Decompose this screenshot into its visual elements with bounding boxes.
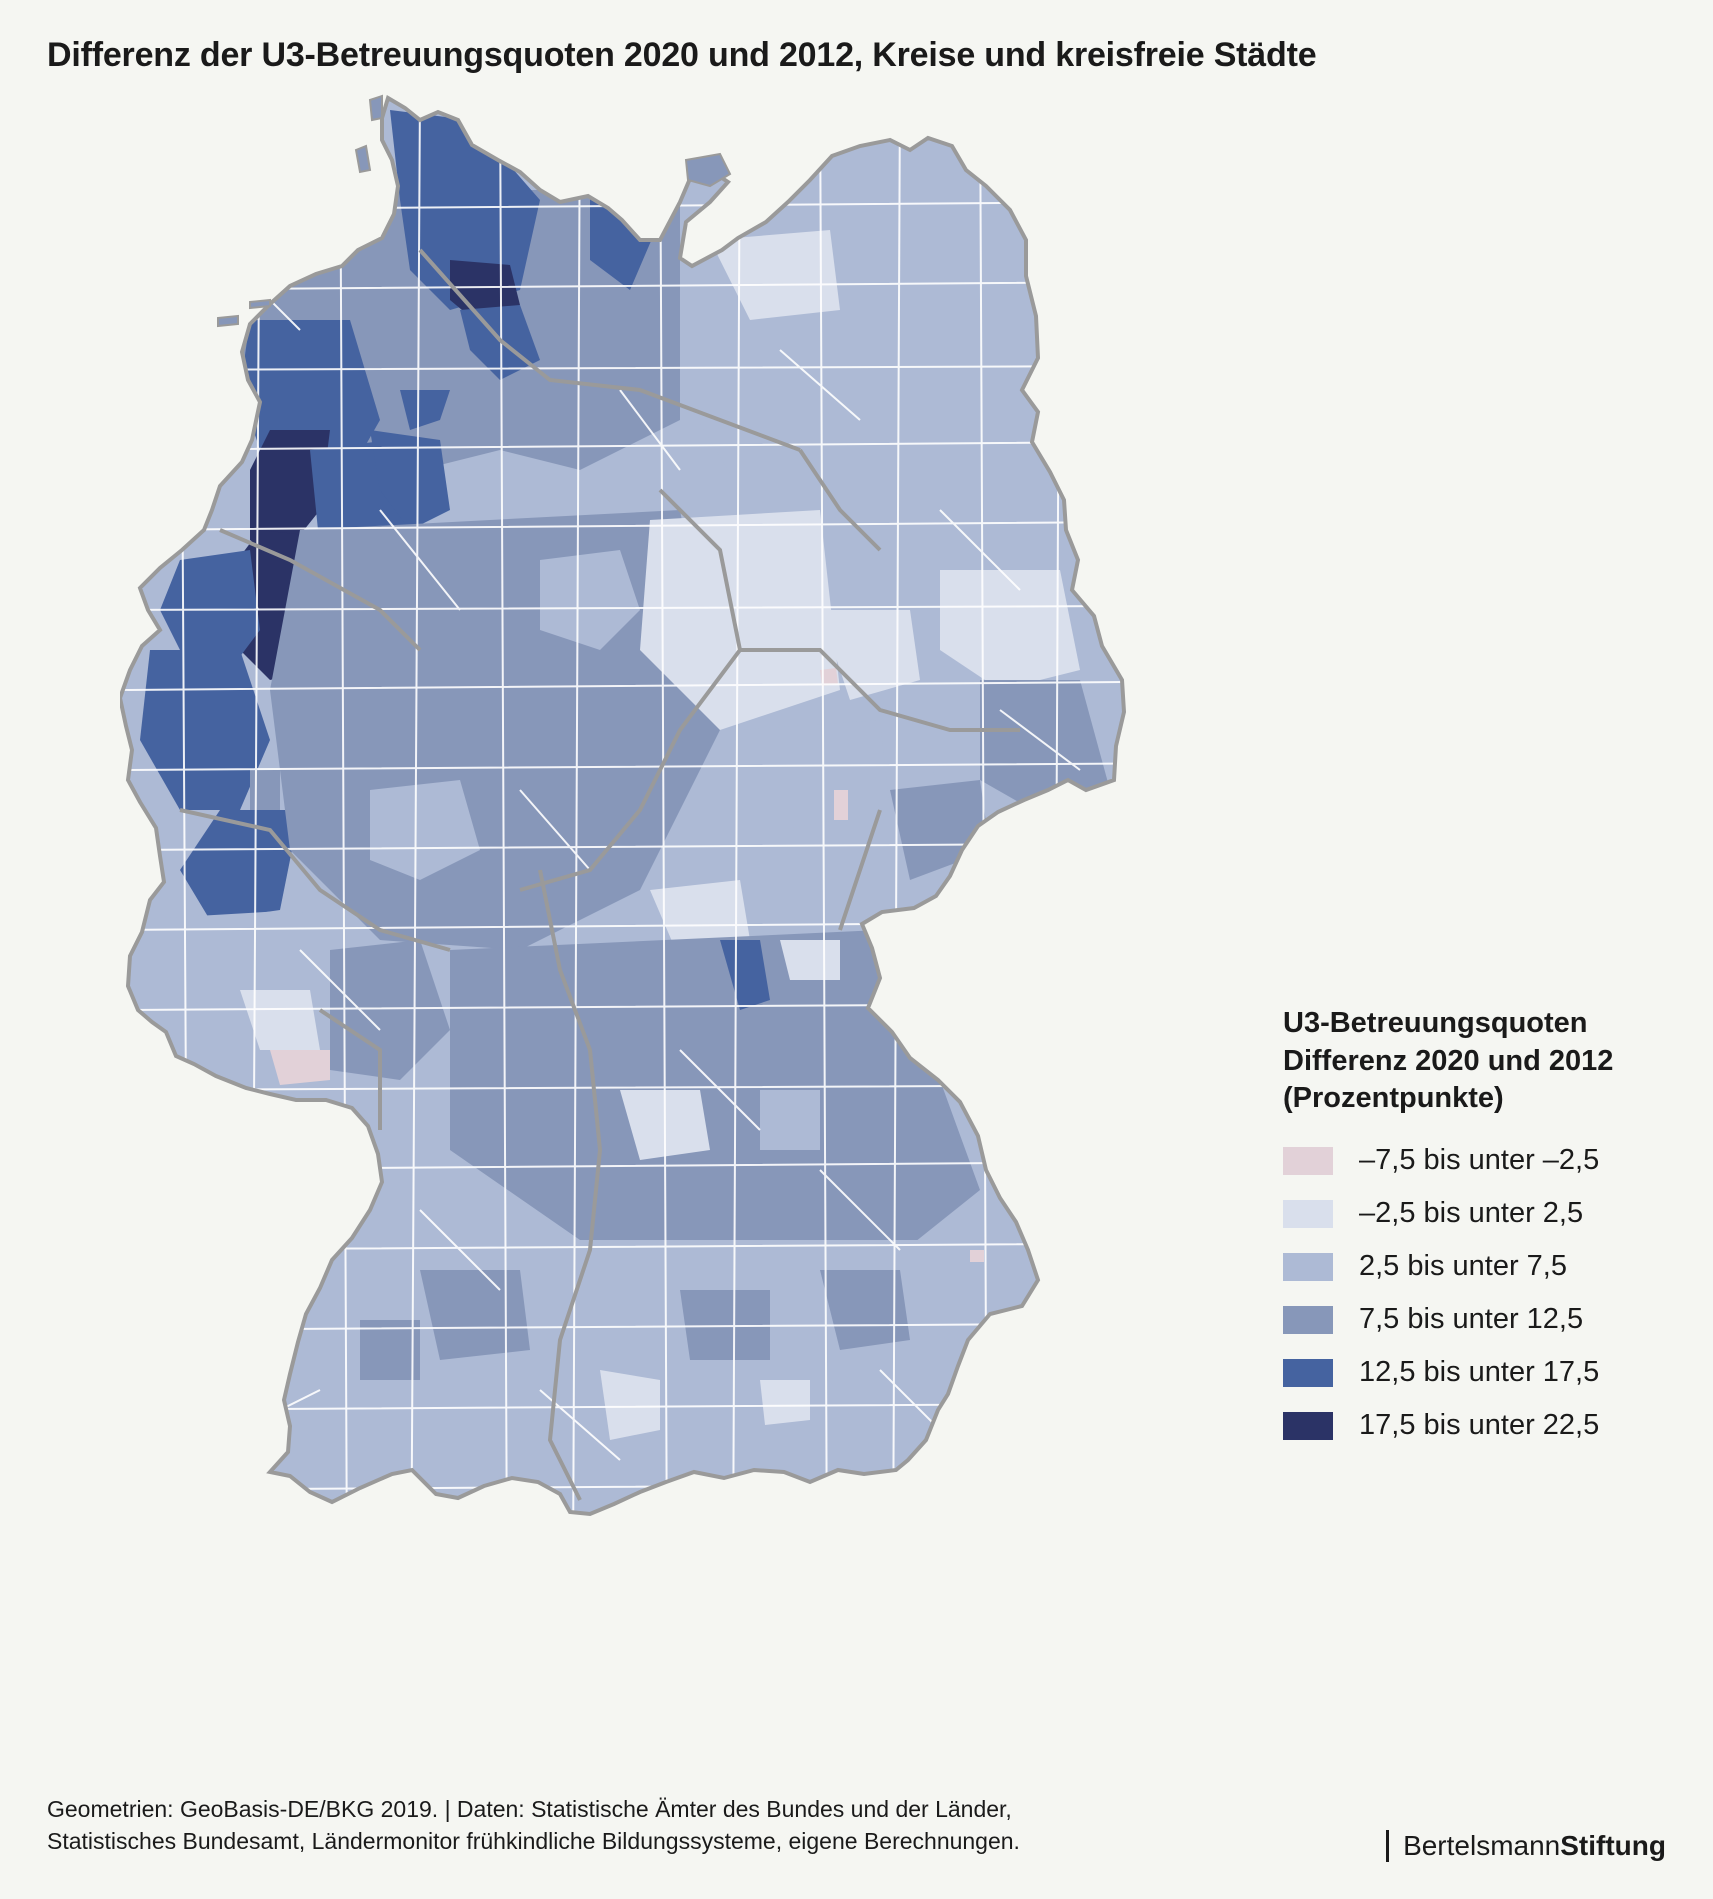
legend-item: 17,5 bis unter 22,5 [1283, 1399, 1613, 1452]
source-line: Statistisches Bundesamt, Ländermonitor f… [47, 1828, 1020, 1855]
legend-swatch [1283, 1305, 1333, 1334]
legend-title: U3-Betreuungsquoten Differenz 2020 und 2… [1283, 1005, 1613, 1118]
legend-swatch [1283, 1358, 1333, 1387]
legend-item: –7,5 bis unter –2,5 [1283, 1134, 1613, 1187]
legend: U3-Betreuungsquoten Differenz 2020 und 2… [1283, 1005, 1613, 1452]
legend-title-line: U3-Betreuungsquoten [1283, 1007, 1588, 1039]
source-footer: Geometrien: GeoBasis-DE/BKG 2019. | Date… [47, 1793, 1020, 1857]
bertelsmann-stiftung-logo: BertelsmannStiftung [1386, 1830, 1666, 1863]
north-sea-islands [217, 94, 732, 328]
legend-swatch [1283, 1252, 1333, 1281]
legend-label: 2,5 bis unter 7,5 [1359, 1250, 1567, 1283]
map-title: Differenz der U3-Betreuungsquoten 2020 u… [47, 36, 1317, 74]
district-fills [120, 98, 1124, 1514]
legend-item: 2,5 bis unter 7,5 [1283, 1240, 1613, 1293]
legend-title-line: (Prozentpunkte) [1283, 1082, 1504, 1115]
legend-title-line: Differenz 2020 und 2012 [1283, 1044, 1614, 1077]
state-borders [179, 248, 1020, 1501]
legend-label: 17,5 bis unter 22,5 [1359, 1409, 1600, 1442]
legend-swatch [1283, 1199, 1333, 1228]
logo-part: Stiftung [1560, 1830, 1666, 1861]
legend-label: 12,5 bis unter 17,5 [1359, 1356, 1600, 1389]
legend-label: –7,5 bis unter –2,5 [1359, 1144, 1600, 1177]
legend-item: 12,5 bis unter 17,5 [1283, 1346, 1613, 1399]
source-line: Geometrien: GeoBasis-DE/BKG 2019. | Date… [47, 1796, 1012, 1822]
legend-label: 7,5 bis unter 12,5 [1359, 1303, 1584, 1336]
legend-swatch [1283, 1146, 1333, 1175]
legend-item: –2,5 bis unter 2,5 [1283, 1187, 1613, 1240]
legend-items: –7,5 bis unter –2,5 –2,5 bis unter 2,5 2,5… [1283, 1134, 1613, 1452]
legend-label: –2,5 bis unter 2,5 [1359, 1197, 1584, 1230]
germany-district-map [120, 94, 1126, 1516]
legend-item: 7,5 bis unter 12,5 [1283, 1293, 1613, 1346]
legend-swatch [1283, 1411, 1333, 1440]
logo-part: Bertelsmann [1403, 1830, 1561, 1861]
